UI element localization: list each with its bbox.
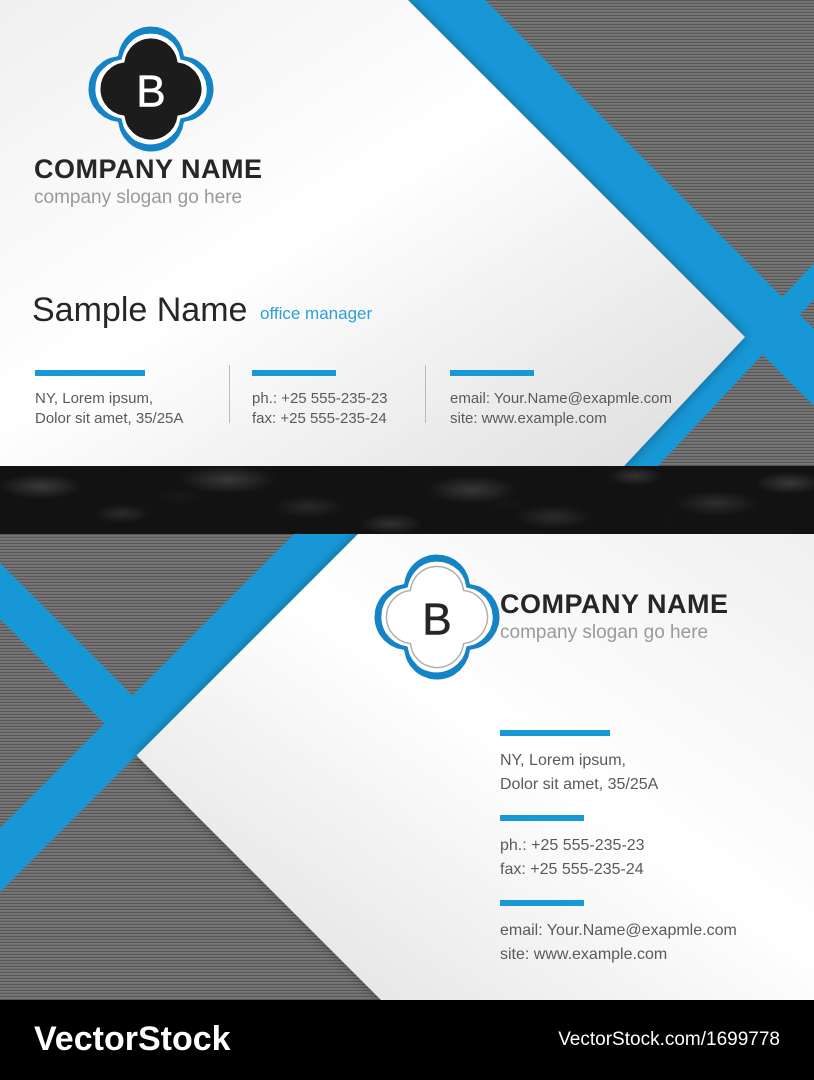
svg-text:B: B bbox=[136, 67, 165, 116]
svg-text:B: B bbox=[422, 595, 451, 644]
